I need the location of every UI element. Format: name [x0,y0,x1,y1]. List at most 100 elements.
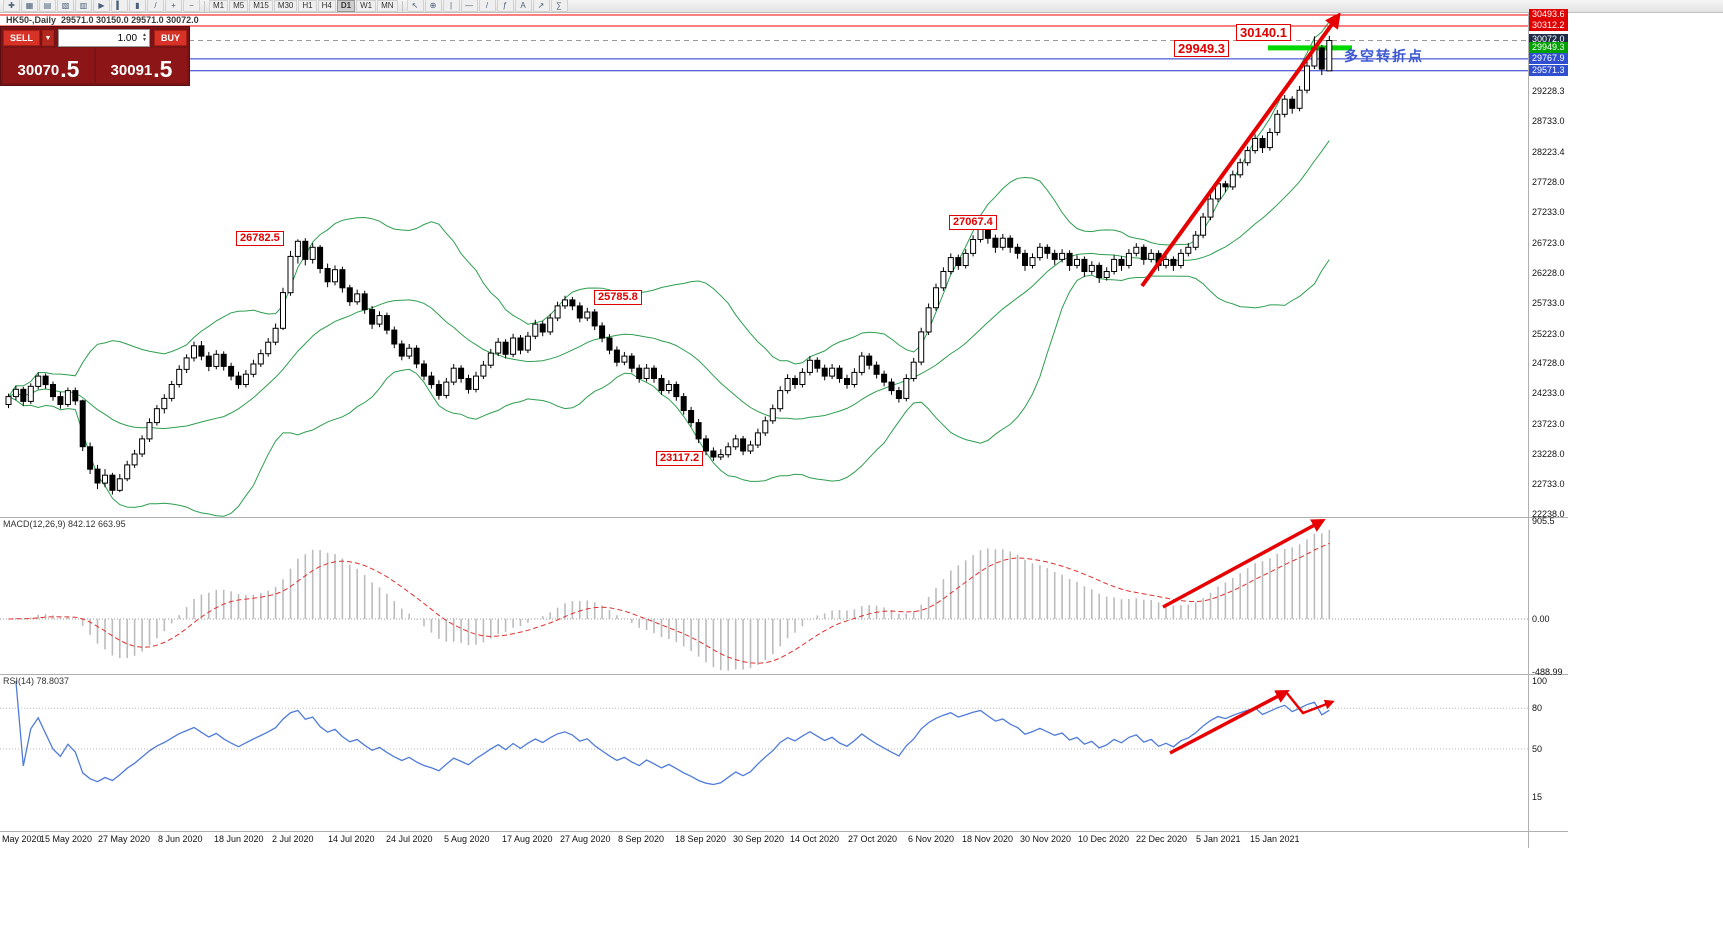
date-axis-label: 17 Aug 2020 [502,834,553,844]
rsi-zigzag-arrow[interactable] [1285,691,1335,715]
candlestick-chart-icon[interactable]: ▮ [129,0,146,12]
price-annotation[interactable]: 25785.8 [594,290,642,305]
zoom-out-icon[interactable]: − [183,0,200,12]
timeframe-button-d1[interactable]: D1 [336,0,356,12]
timeframe-button-m5[interactable]: M5 [229,0,249,12]
autotrading-icon[interactable]: ▶ [93,0,110,12]
volume-up-icon[interactable]: ▲ [142,32,147,38]
price-annotation[interactable]: 26782.5 [236,231,284,246]
date-axis-label: 30 Sep 2020 [733,834,785,844]
date-axis-label: 24 Jul 2020 [386,834,433,844]
sell-button[interactable]: SELL [3,30,41,46]
indicators-icon[interactable]: ∑ [550,0,568,12]
price-axis-border [1528,13,1529,848]
timeframe-button-h1[interactable]: H1 [298,0,317,12]
macd-panel[interactable] [0,517,1568,674]
price-axis-tag: 29767.9 [1529,52,1568,64]
line-chart-icon[interactable]: / [147,0,164,12]
panel-separator[interactable] [0,517,1568,518]
text-label-icon[interactable]: A [514,0,532,12]
macd-trend-arrow[interactable] [1162,519,1326,609]
price-axis-label: 27233.0 [1532,207,1565,218]
toolbar-separator [401,1,403,12]
one-click-trade-widget: SELL ▼ 1.00 ▲ ▼ BUY 30070 .5 30091 .5 [1,27,189,85]
date-axis-label: 14 Oct 2020 [790,834,840,844]
price-axis-label: 29228.3 [1532,86,1565,97]
crosshair-icon[interactable]: ⊕ [424,0,442,12]
fibonacci-icon[interactable]: ƒ [496,0,514,12]
date-axis-label: 18 Nov 2020 [962,834,1014,844]
volume-field[interactable]: 1.00 ▲ ▼ [58,29,150,47]
buy-price-display[interactable]: 30091 .5 [96,48,187,83]
chinese-note-annotation[interactable]: 多空转折点 [1344,48,1424,64]
date-axis-label: 18 Jun 2020 [214,834,264,844]
price-axis-label: 23723.0 [1532,419,1565,430]
bar-chart-icon[interactable]: ▍ [111,0,128,12]
buy-price-frac: .5 [153,56,173,82]
timeframe-button-w1[interactable]: W1 [356,0,377,12]
date-axis-label: 18 Sep 2020 [675,834,727,844]
timeframe-button-mn[interactable]: MN [377,0,398,12]
macd-indicator-label: MACD(12,26,9) 842.12 663.95 [3,519,126,529]
date-axis-label: 6 Nov 2020 [908,834,955,844]
timeframe-button-h4[interactable]: H4 [317,0,336,12]
candles [5,35,1333,495]
toolbar-separator [204,1,205,12]
terminal-icon[interactable]: ▥ [75,0,92,12]
charts-icon[interactable]: ▦ [21,0,38,12]
rsi-axis-label: 80 [1532,703,1543,714]
sell-price-display[interactable]: 30070 .5 [3,48,94,83]
timeframe-button-m15[interactable]: M15 [249,0,273,12]
trend-arrow[interactable] [1140,13,1341,288]
macd-signal-line [8,542,1330,664]
price-axis-label: 22238.0 [1532,508,1565,519]
price-annotation[interactable]: 29949.3 [1174,40,1229,57]
bollinger-bands [8,21,1330,517]
macd-axis-label: 0.00 [1532,614,1550,624]
price-axis-label: 25733.0 [1532,297,1565,308]
date-axis-label: 5 Jan 2021 [1196,834,1241,844]
price-axis-tag: 30493.6 [1529,9,1568,20]
panel-separator[interactable] [0,674,1568,675]
rsi-axis-label: 15 [1532,791,1543,802]
main-price-chart[interactable] [0,13,1568,517]
horizontal-line-icon[interactable]: — [460,0,478,12]
price-axis-label: 23228.0 [1532,449,1565,460]
rsi-trend-arrow[interactable] [1169,690,1290,755]
rsi-axis-label: 100 [1532,676,1548,686]
date-axis-label: 30 Nov 2020 [1020,834,1072,844]
sell-price-main: 30070 [17,62,60,79]
date-axis-label: 8 Sep 2020 [618,834,665,844]
trendline-icon[interactable]: / [478,0,496,12]
zoom-in-icon[interactable]: + [165,0,182,12]
date-axis-label: 27 Aug 2020 [560,834,611,844]
price-axis-label: 24233.0 [1532,388,1565,399]
vertical-line-icon[interactable]: | [442,0,460,12]
rsi-line [15,680,1330,786]
market-watch-icon[interactable]: ▤ [39,0,56,12]
macd-axis-label: -488.99 [1532,666,1563,677]
macd-histogram [7,529,1331,671]
sell-dropdown-caret-icon[interactable]: ▼ [42,30,55,46]
timeframe-button-m1[interactable]: M1 [209,0,229,12]
sell-price-frac: .5 [60,56,80,82]
price-axis-label: 22733.0 [1532,479,1565,490]
price-axis-label: 27728.0 [1532,177,1565,188]
navigator-icon[interactable]: ▧ [57,0,74,12]
date-axis-label: 22 Dec 2020 [1136,834,1188,844]
date-axis-label: 2 Jul 2020 [272,834,314,844]
price-axis-label: 25223.0 [1532,328,1565,339]
arrow-tool-icon[interactable]: ↗ [532,0,550,12]
cursor-icon[interactable]: ↖ [406,0,424,12]
price-annotation[interactable]: 23117.2 [656,451,704,466]
panel-separator [0,831,1568,832]
volume-value[interactable]: 1.00 [117,32,138,44]
volume-down-icon[interactable]: ▼ [142,37,147,43]
price-annotation[interactable]: 27067.4 [949,215,997,230]
buy-button[interactable]: BUY [153,30,187,46]
horizontal-level-lines[interactable] [0,14,1528,72]
price-annotation[interactable]: 30140.1 [1236,24,1291,41]
timeframe-button-m30[interactable]: M30 [273,0,298,12]
new-order-icon[interactable]: ✚ [3,0,20,12]
rsi-panel[interactable] [0,674,1568,831]
